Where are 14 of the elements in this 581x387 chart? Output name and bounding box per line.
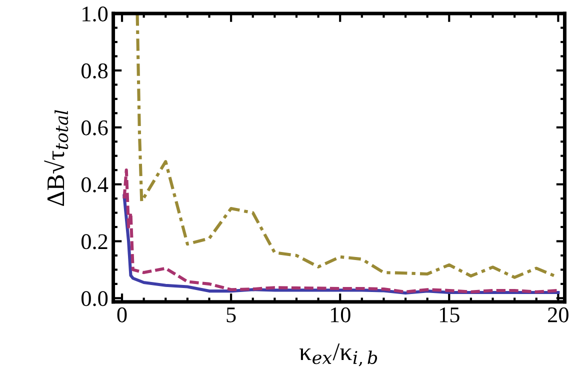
line-series xyxy=(122,168,560,294)
x-tick-label: 20 xyxy=(548,307,568,322)
x-axis-title: κ$_{ex}$/κ$_{i,b}$ xyxy=(299,344,378,366)
y-tick-label: 0.0 xyxy=(82,291,108,306)
y-tick-label: 0.4 xyxy=(82,177,108,192)
y-axis-title: ΔB√τ$_{total}$ xyxy=(44,110,68,206)
x-tick-label: 15 xyxy=(440,307,460,322)
x-tick-label: 0 xyxy=(117,307,127,322)
y-tick-label: 0.6 xyxy=(82,120,108,136)
x-tick-label: 10 xyxy=(330,307,350,322)
y-tick-label: 1.0 xyxy=(82,6,108,22)
x-tick-label: 5 xyxy=(226,308,236,322)
y-tick-label: 0.2 xyxy=(82,234,108,250)
y-tick-label: 0.8 xyxy=(82,63,108,78)
